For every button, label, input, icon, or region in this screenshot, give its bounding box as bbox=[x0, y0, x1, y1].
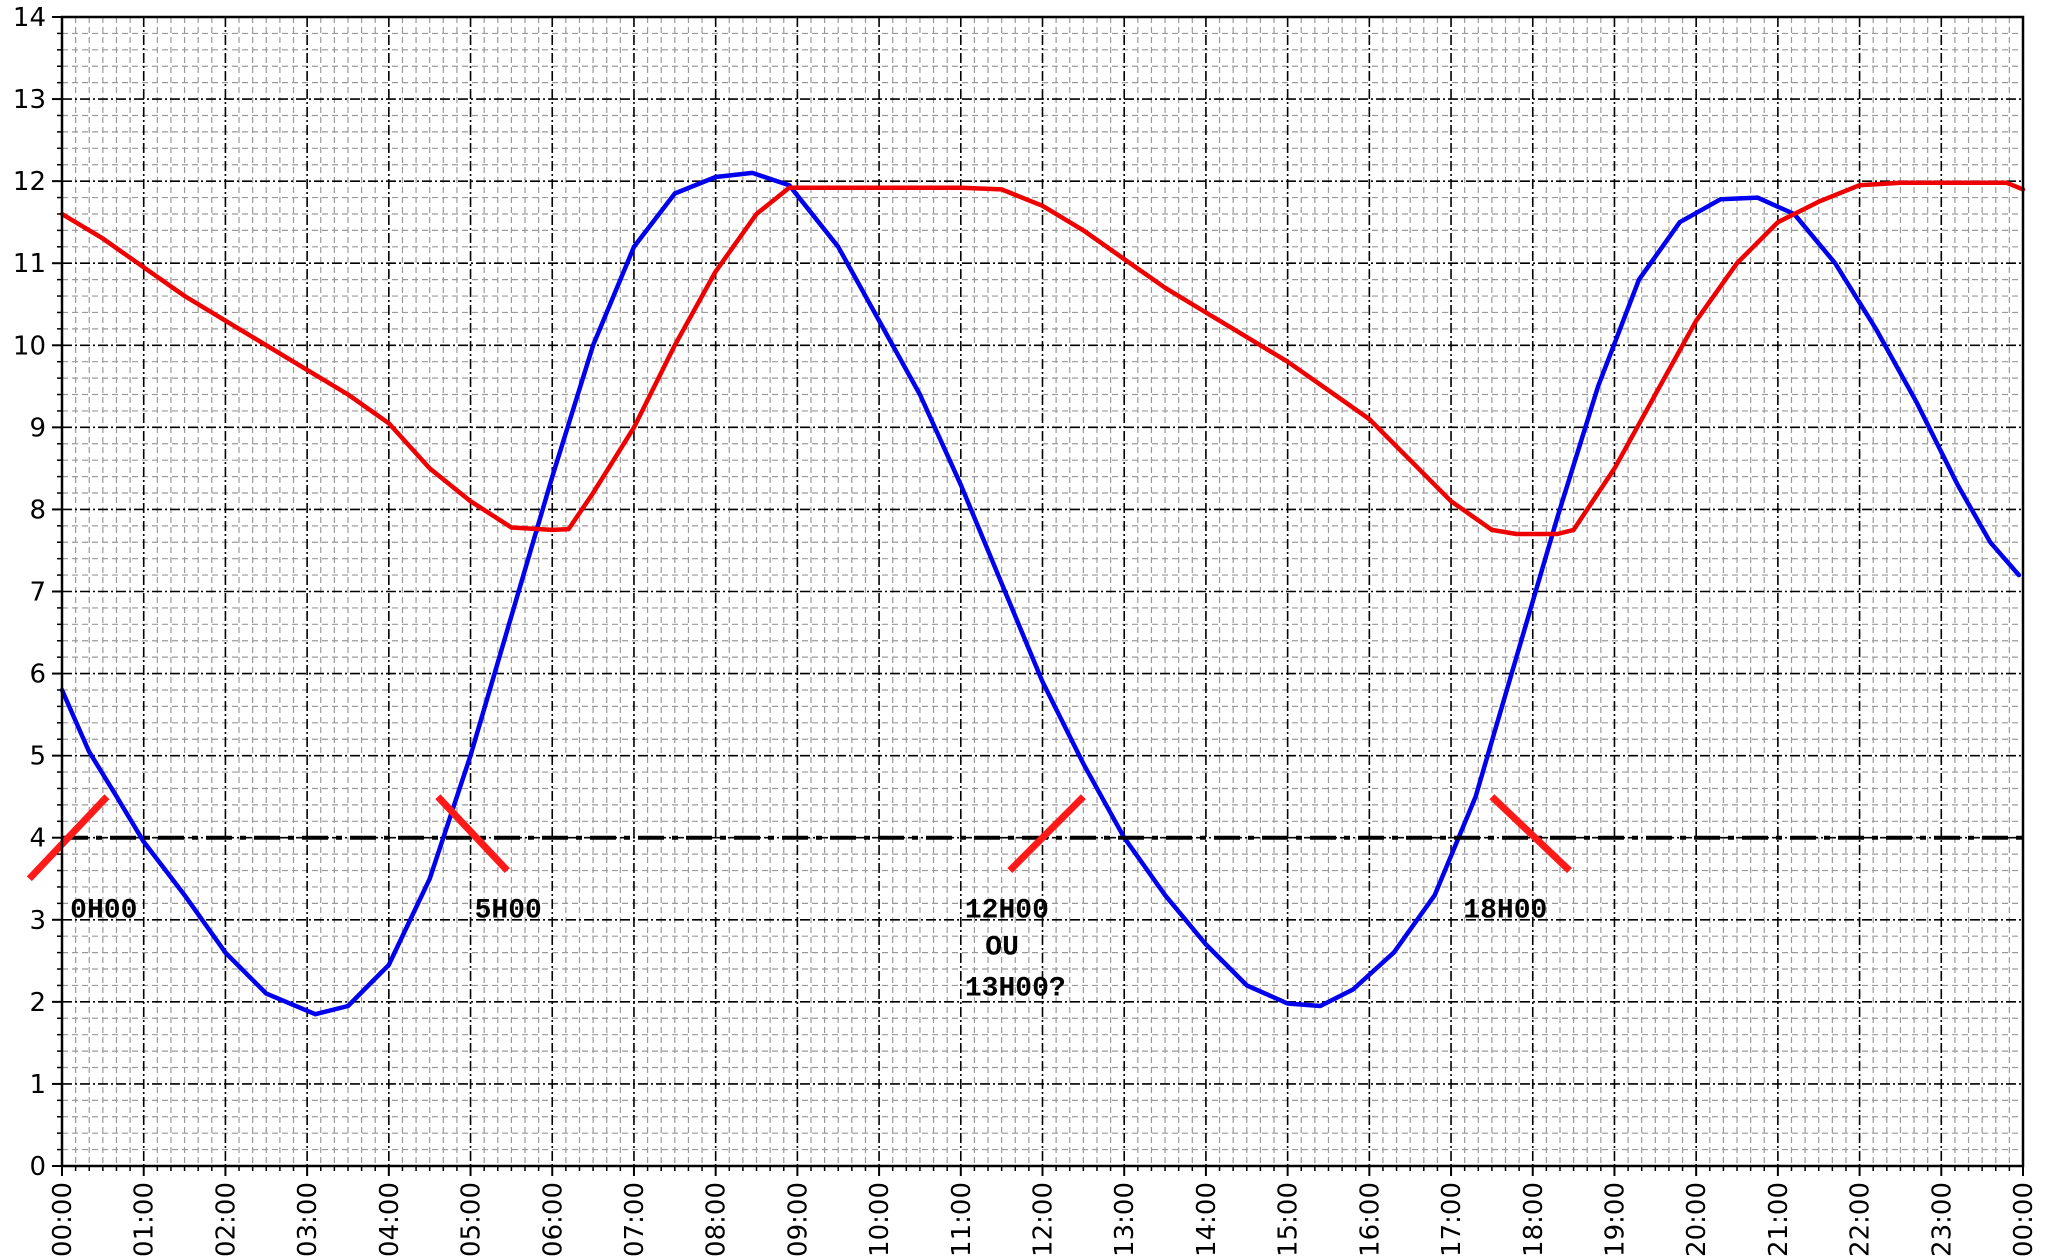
x-tick-label: 22:00 bbox=[1846, 1182, 1876, 1257]
x-tick-label: 13:00 bbox=[1110, 1182, 1140, 1257]
x-tick-label: 00:00 bbox=[2009, 1182, 2039, 1257]
y-tick-label: 5 bbox=[29, 742, 46, 772]
x-tick-label: 15:00 bbox=[1274, 1182, 1304, 1257]
y-tick-label: 10 bbox=[13, 331, 46, 361]
annotation-label: OU bbox=[985, 932, 1019, 963]
y-tick-label: 12 bbox=[13, 167, 46, 197]
y-tick-label: 2 bbox=[29, 988, 46, 1018]
y-tick-label: 9 bbox=[29, 413, 46, 443]
x-tick-label: 02:00 bbox=[211, 1182, 241, 1257]
x-tick-label: 05:00 bbox=[457, 1182, 487, 1257]
y-tick-label: 3 bbox=[29, 906, 46, 936]
x-tick-label: 21:00 bbox=[1764, 1182, 1794, 1257]
x-tick-label: 08:00 bbox=[702, 1182, 732, 1257]
y-tick-label: 8 bbox=[29, 495, 46, 525]
x-tick-label: 03:00 bbox=[293, 1182, 323, 1257]
time-marker bbox=[1489, 794, 1572, 874]
x-tick-label: 19:00 bbox=[1600, 1182, 1630, 1257]
time-marker bbox=[435, 794, 510, 873]
y-tick-label: 1 bbox=[29, 1070, 46, 1100]
annotation-label: 5H00 bbox=[475, 895, 542, 926]
y-tick-label: 11 bbox=[13, 249, 46, 279]
x-tick-label: 11:00 bbox=[947, 1182, 977, 1257]
annotation-label: 13H00? bbox=[965, 973, 1066, 1004]
annotation-layer: 0H00 5H00 12H00 OU 13H00? 18H00 bbox=[70, 895, 1547, 1004]
y-tick-label: 14 bbox=[13, 3, 46, 33]
x-tick-label: 20:00 bbox=[1682, 1182, 1712, 1257]
x-tick-label: 16:00 bbox=[1355, 1182, 1385, 1257]
y-tick-label: 4 bbox=[29, 824, 46, 854]
x-tick-label: 06:00 bbox=[538, 1182, 568, 1257]
series-line-blue bbox=[59, 170, 2022, 1017]
x-tick-label: 12:00 bbox=[1029, 1182, 1059, 1257]
x-tick-label: 14:00 bbox=[1192, 1182, 1222, 1257]
annotation-label: 12H00 bbox=[965, 895, 1049, 926]
series-line-red bbox=[59, 180, 2026, 537]
y-tick-label: 0 bbox=[29, 1152, 46, 1182]
x-tick-label: 01:00 bbox=[130, 1182, 160, 1257]
x-tick-label: 07:00 bbox=[620, 1182, 650, 1257]
x-tick-label: 10:00 bbox=[865, 1182, 895, 1257]
x-tick-label: 04:00 bbox=[375, 1182, 405, 1257]
time-marker bbox=[1007, 794, 1086, 874]
marker-layer bbox=[26, 794, 1572, 882]
time-marker bbox=[26, 794, 110, 882]
annotation-label: 18H00 bbox=[1463, 895, 1547, 926]
x-tick-label: 00:00 bbox=[48, 1182, 78, 1257]
y-tick-label: 6 bbox=[29, 660, 46, 690]
x-tick-label: 09:00 bbox=[783, 1182, 813, 1257]
y-tick-label: 13 bbox=[13, 85, 46, 115]
x-tick-label: 17:00 bbox=[1437, 1182, 1467, 1257]
y-tick-label: 7 bbox=[29, 578, 46, 608]
x-tick-label: 23:00 bbox=[1927, 1182, 1957, 1257]
x-tick-label: 18:00 bbox=[1519, 1182, 1549, 1257]
annotation-label: 0H00 bbox=[70, 895, 137, 926]
